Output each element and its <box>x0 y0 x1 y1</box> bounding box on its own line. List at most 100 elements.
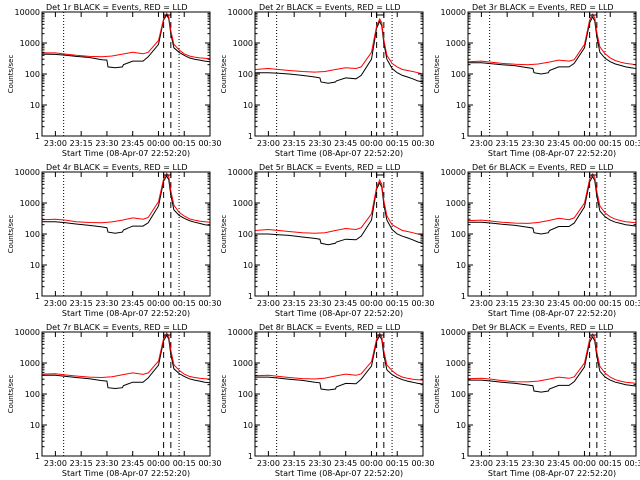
y-tick-label: 1 <box>461 132 466 141</box>
plot-frame <box>41 171 211 297</box>
y-tick-label: 100 <box>451 230 466 239</box>
x-tick-label: 23:30 <box>308 299 331 308</box>
panel-title: Det 8r BLACK = Events, RED = LLD <box>259 323 401 332</box>
y-tick-label: 1 <box>248 452 253 461</box>
x-tick-label: 00:15 <box>386 139 409 148</box>
y-tick-label: 10000 <box>228 8 253 17</box>
x-tick-label: 00:15 <box>173 299 196 308</box>
panel-title: Det 7r BLACK = Events, RED = LLD <box>46 323 188 332</box>
x-tick-label: 00:15 <box>599 299 622 308</box>
series-events-line <box>255 334 423 391</box>
y-tick-label: 10000 <box>15 328 40 337</box>
x-tick-label: 00:00 <box>360 459 383 468</box>
x-tick-label: 23:45 <box>547 299 570 308</box>
series-group <box>42 12 210 69</box>
y-tick-label: 100 <box>25 230 40 239</box>
panel-title: Det 3r BLACK = Events, RED = LLD <box>472 3 614 12</box>
y-axis-label: Counts/sec <box>220 55 228 94</box>
series-group <box>255 332 423 391</box>
x-tick-label: 23:30 <box>95 139 118 148</box>
det-panel-1: Det 1r BLACK = Events, RED = LLD 1 10 100 10… <box>7 3 222 158</box>
x-tick-label: 23:45 <box>121 459 144 468</box>
x-tick-label: 23:45 <box>547 139 570 148</box>
panel-title: Det 1r BLACK = Events, RED = LLD <box>46 3 188 12</box>
x-tick-label: 23:30 <box>521 459 544 468</box>
plot-frame <box>254 331 424 457</box>
series-lld-line <box>42 172 210 224</box>
y-tick-label: 10 <box>30 101 40 110</box>
series-lld-line <box>468 332 636 384</box>
series-lld-line <box>255 178 423 236</box>
y-tick-label: 10 <box>30 421 40 430</box>
y-tick-label: 1000 <box>446 199 466 208</box>
x-tick-label: 00:15 <box>599 139 622 148</box>
x-tick-label: 23:45 <box>121 139 144 148</box>
x-tick-label: 00:30 <box>624 139 640 148</box>
y-axis-label: Counts/sec <box>220 375 228 414</box>
x-tick-label: 00:30 <box>624 299 640 308</box>
x-tick-label: 00:15 <box>173 459 196 468</box>
series-events-line <box>468 15 636 75</box>
series-events-line <box>468 335 636 393</box>
det-panel-3: Det 3r BLACK = Events, RED = LLD 1 10 100 10… <box>433 3 640 158</box>
y-tick-label: 1000 <box>233 359 253 368</box>
series-group <box>255 178 423 246</box>
y-axis-label: Counts/sec <box>220 215 228 254</box>
y-tick-label: 10000 <box>441 328 466 337</box>
x-tick-label: 00:30 <box>411 459 434 468</box>
x-tick-label: 23:00 <box>470 459 493 468</box>
y-tick-label: 1 <box>35 292 40 301</box>
y-tick-label: 10 <box>456 101 466 110</box>
x-tick-label: 23:00 <box>44 299 67 308</box>
series-group <box>42 172 210 234</box>
panel-title: Det 5r BLACK = Events, RED = LLD <box>259 163 401 172</box>
x-tick-label: 00:00 <box>147 299 170 308</box>
x-tick-label: 23:15 <box>496 139 519 148</box>
y-tick-label: 1000 <box>20 39 40 48</box>
x-tick-label: 00:00 <box>573 459 596 468</box>
det-panel-7: Det 7r BLACK = Events, RED = LLD 1 10 100 10… <box>7 323 222 478</box>
x-tick-label: 00:30 <box>198 139 221 148</box>
x-axis-label: Start Time (08-Apr-07 22:52:20) <box>62 309 190 318</box>
y-tick-label: 10000 <box>15 8 40 17</box>
series-group <box>468 13 636 75</box>
x-tick-label: 23:00 <box>257 139 280 148</box>
y-tick-label: 1000 <box>446 359 466 368</box>
det-panel-9: Det 9r BLACK = Events, RED = LLD 1 10 100 10… <box>433 323 640 478</box>
x-tick-label: 23:45 <box>121 299 144 308</box>
series-events-line <box>255 181 423 246</box>
x-tick-label: 00:00 <box>573 139 596 148</box>
x-axis-label: Start Time (08-Apr-07 22:52:20) <box>488 309 616 318</box>
x-tick-label: 23:15 <box>70 299 93 308</box>
x-tick-label: 23:30 <box>308 139 331 148</box>
y-tick-label: 1 <box>248 132 253 141</box>
x-tick-label: 00:30 <box>411 139 434 148</box>
y-tick-label: 10000 <box>441 8 466 17</box>
series-lld-line <box>468 172 636 224</box>
series-events-line <box>468 175 636 235</box>
plot-frame <box>467 171 637 297</box>
x-tick-label: 23:45 <box>334 139 357 148</box>
series-lld-line <box>255 17 423 75</box>
panel-title: Det 2r BLACK = Events, RED = LLD <box>259 3 401 12</box>
det-panel-4: Det 4r BLACK = Events, RED = LLD 1 10 100 10… <box>7 163 222 318</box>
y-axis-label: Counts/sec <box>7 215 15 254</box>
plot-frame <box>41 11 211 137</box>
y-tick-label: 1 <box>35 452 40 461</box>
y-tick-label: 1 <box>461 292 466 301</box>
x-tick-label: 23:00 <box>470 299 493 308</box>
y-tick-label: 10 <box>456 421 466 430</box>
y-tick-label: 100 <box>451 70 466 79</box>
y-tick-label: 10 <box>243 101 253 110</box>
x-tick-label: 23:15 <box>283 139 306 148</box>
series-group <box>255 17 423 84</box>
x-axis-label: Start Time (08-Apr-07 22:52:20) <box>62 469 190 478</box>
x-tick-label: 23:30 <box>521 139 544 148</box>
y-axis-label: Counts/sec <box>433 55 441 94</box>
x-tick-label: 23:15 <box>496 459 519 468</box>
x-tick-label: 00:00 <box>360 299 383 308</box>
y-tick-label: 10 <box>456 261 466 270</box>
y-tick-label: 100 <box>238 230 253 239</box>
y-tick-label: 1000 <box>20 199 40 208</box>
y-tick-label: 1000 <box>233 39 253 48</box>
